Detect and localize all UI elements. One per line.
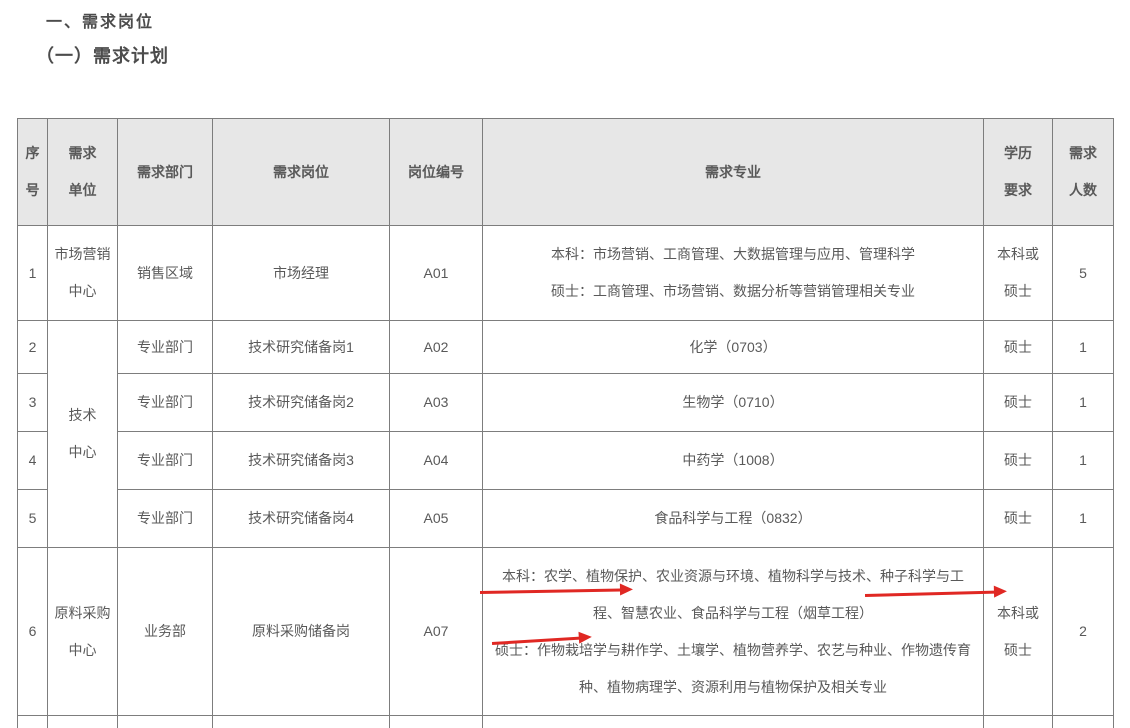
cell-unit: 市场营销 中心 [47, 225, 118, 321]
col-header-count: 需求 人数 [1052, 118, 1114, 226]
table-row: 4 专业部门 技术研究储备岗3 A04 中药学（1008） 硕士 1 [17, 431, 1114, 490]
cell-majors: 生物学（0710） [482, 373, 984, 432]
cell-dept: 专业部门 [117, 373, 213, 432]
cell-edu: 本科或 硕士 [983, 225, 1053, 321]
demand-plan-table: 序 号 需求 单位 需求部门 需求岗位 岗位编号 需求专业 学历 要求 需求 人… [17, 118, 1114, 728]
col-header-post: 需求岗位 [212, 118, 390, 226]
col-header-code: 岗位编号 [389, 118, 483, 226]
cell-unit: 原料采购 中心 [47, 547, 118, 716]
cell-post: 技术研究储备岗1 [212, 320, 390, 374]
cell-post: 市场经理 [212, 225, 390, 321]
cell-count: 1 [1052, 320, 1114, 374]
cell-dept: 专业部门 [117, 431, 213, 490]
table-row: 6 原料采购 中心 业务部 原料采购储备岗 A07 本科：农学、植物保护、农业资… [17, 547, 1114, 716]
cell-edu: 硕士 [983, 489, 1053, 548]
cell-unit-merged: 技术 中心 [47, 320, 118, 548]
cell-majors: 化学（0703） [482, 320, 984, 374]
cell-edu: 本科或 硕士 [983, 547, 1053, 716]
table-row: 1 市场营销 中心 销售区域 市场经理 A01 本科：市场营销、工商管理、大数据… [17, 225, 1114, 321]
cell-dept: 业务部 [117, 547, 213, 716]
cell-edu: 硕士 [983, 431, 1053, 490]
cell-seq: 6 [17, 547, 48, 716]
table-header: 序 号 需求 单位 需求部门 需求岗位 岗位编号 需求专业 学历 要求 需求 人… [17, 118, 1114, 226]
table-row: 3 专业部门 技术研究储备岗2 A03 生物学（0710） 硕士 1 [17, 373, 1114, 432]
subsection-title: （一）需求计划 [36, 46, 169, 66]
cell-seq: 1 [17, 225, 48, 321]
col-header-majors: 需求专业 [482, 118, 984, 226]
cell-post: 原料采购储备岗 [212, 547, 390, 716]
cell-count: 2 [1052, 547, 1114, 716]
cell-majors: 食品科学与工程（0832） [482, 489, 984, 548]
cell-count: 1 [1052, 373, 1114, 432]
cell-majors: 中药学（1008） [482, 431, 984, 490]
col-header-unit: 需求 单位 [47, 118, 118, 226]
cell-dept: 专业部门 [117, 489, 213, 548]
cell-code: A03 [389, 373, 483, 432]
col-header-dept: 需求部门 [117, 118, 213, 226]
cell-code: A04 [389, 431, 483, 490]
cell-majors: 本科：农学、植物保护、农业资源与环境、植物科学与技术、种子科学与工 程、智慧农业… [482, 547, 984, 716]
cell-post: 技术研究储备岗3 [212, 431, 390, 490]
cell-seq: 5 [17, 489, 48, 548]
section-title: 一、需求岗位 [46, 14, 155, 31]
col-header-seq: 序 号 [17, 118, 48, 226]
header-row: 序 号 需求 单位 需求部门 需求岗位 岗位编号 需求专业 学历 要求 需求 人… [17, 118, 1114, 226]
cell-seq: 3 [17, 373, 48, 432]
cell-count: 1 [1052, 489, 1114, 548]
cell-count: 1 [1052, 431, 1114, 490]
cell-code: A01 [389, 225, 483, 321]
cell-seq: 4 [17, 431, 48, 490]
cell-dept: 销售区域 [117, 225, 213, 321]
cell-edu: 硕士 [983, 320, 1053, 374]
cell-edu: 硕士 [983, 373, 1053, 432]
cell-code: A05 [389, 489, 483, 548]
cell-majors: 本科：市场营销、工商管理、大数据管理与应用、管理科学 硕士：工商管理、市场营销、… [482, 225, 984, 321]
cell-count: 5 [1052, 225, 1114, 321]
cell-seq: 2 [17, 320, 48, 374]
table-row: 5 专业部门 技术研究储备岗4 A05 食品科学与工程（0832） 硕士 1 [17, 489, 1114, 548]
cell-dept: 专业部门 [117, 320, 213, 374]
table-row-partial [17, 715, 1114, 728]
cell-post: 技术研究储备岗2 [212, 373, 390, 432]
cell-code: A02 [389, 320, 483, 374]
cell-code: A07 [389, 547, 483, 716]
cell-post: 技术研究储备岗4 [212, 489, 390, 548]
col-header-edu: 学历 要求 [983, 118, 1053, 226]
table-row: 2 技术 中心 专业部门 技术研究储备岗1 A02 化学（0703） 硕士 1 [17, 320, 1114, 548]
